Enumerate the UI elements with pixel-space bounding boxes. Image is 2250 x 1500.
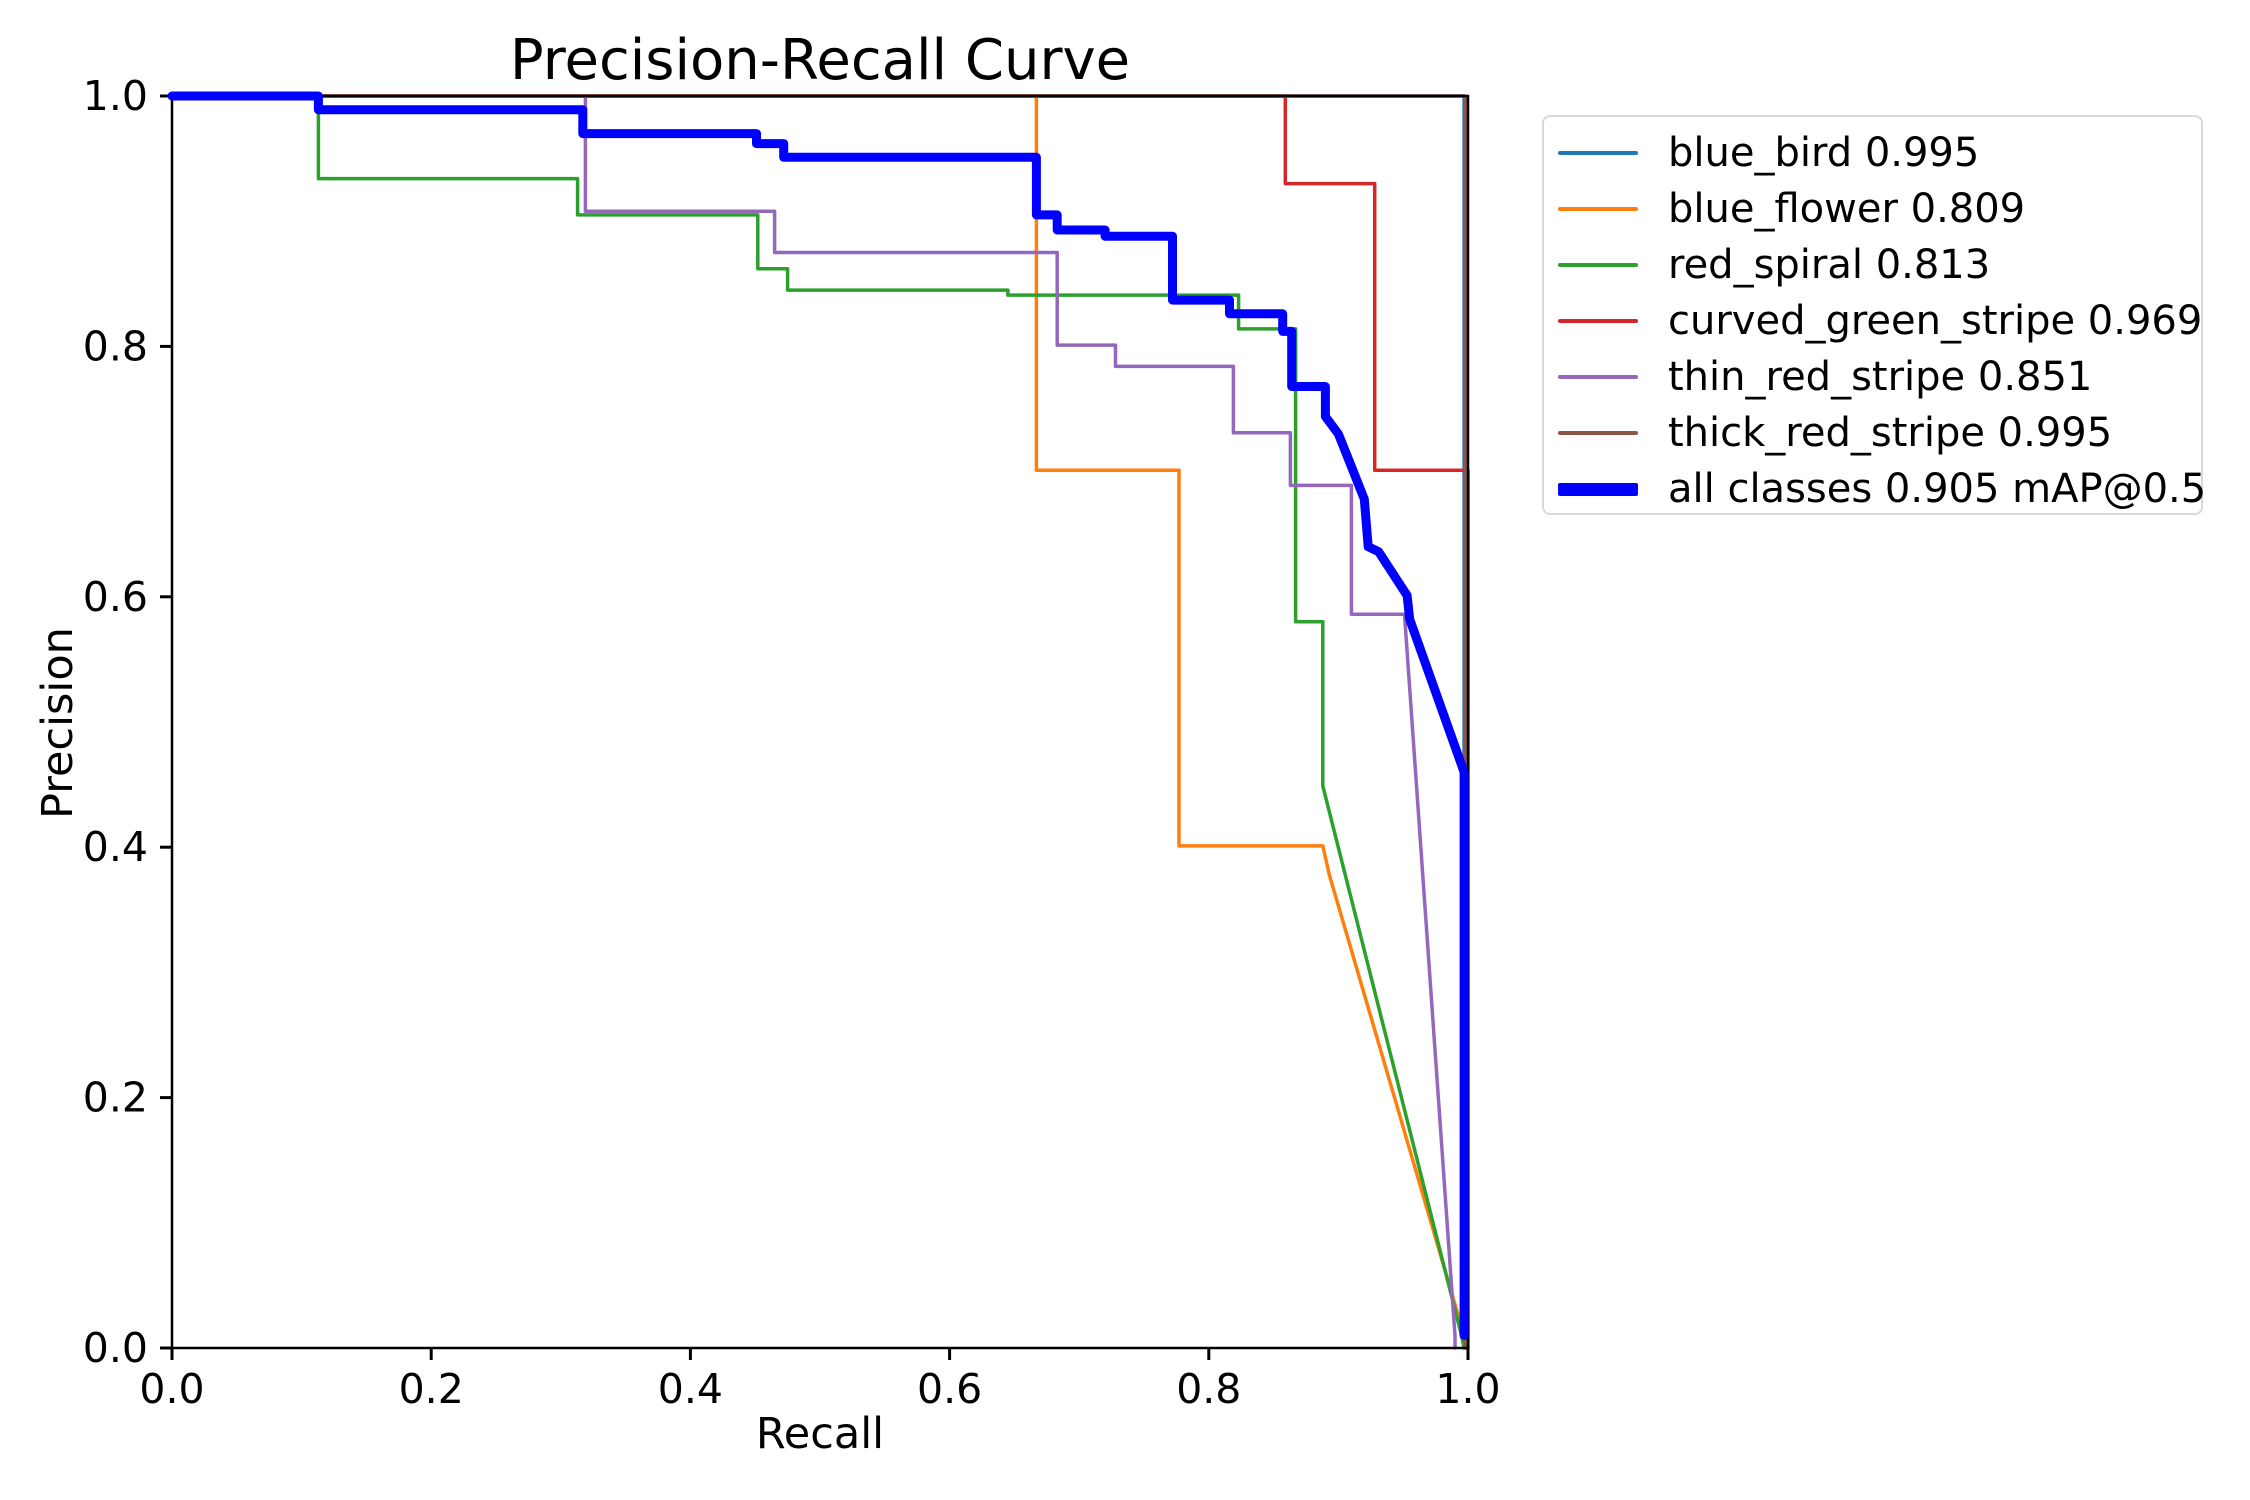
series-line-curved_green_stripe: [170, 94, 1470, 1350]
chart-title: Precision-Recall Curve: [509, 28, 1131, 93]
legend-line-sample-all_classes: [1558, 482, 1638, 496]
legend-entry-blue_flower: blue_flower 0.809: [1544, 181, 2201, 237]
legend-label-blue_bird: blue_bird 0.995: [1668, 130, 1980, 176]
legend-label-curved_green_stripe: curved_green_stripe 0.969: [1668, 298, 2203, 344]
legend-line-sample-thick_red_stripe: [1558, 430, 1638, 436]
y-axis-label-text: Precision: [33, 627, 83, 819]
series-line-blue_bird: [170, 94, 1466, 1350]
legend-entry-thick_red_stripe: thick_red_stripe 0.995: [1544, 405, 2201, 461]
axes-spines: [170, 94, 1470, 1350]
legend-line-sample-thin_red_stripe: [1558, 374, 1638, 380]
y-tick-label: 0.2: [83, 1074, 148, 1122]
legend-box: blue_bird 0.995 blue_flower 0.809 red_spir…: [1542, 115, 2206, 517]
y-tick-label: 0.8: [83, 322, 148, 370]
series-line-thin_red_stripe: [170, 94, 1457, 1350]
x-tick-label: 0.8: [1176, 1365, 1241, 1413]
series-line-thick_red_stripe: [170, 94, 1468, 1350]
legend-label-thin_red_stripe: thin_red_stripe 0.851: [1668, 354, 2093, 400]
legend-line-sample-blue_flower: [1558, 206, 1638, 212]
x-tick-label: 0.6: [917, 1365, 982, 1413]
y-tick-label: 0.6: [83, 573, 148, 621]
x-axis-label: Recall: [755, 1409, 885, 1459]
series-line-blue_flower: [170, 94, 1469, 1350]
legend-line-sample-red_spiral: [1558, 262, 1638, 268]
legend-label-thick_red_stripe: thick_red_stripe 0.995: [1668, 410, 2113, 456]
series-line-red_spiral: [170, 94, 1466, 1350]
x-tick-label: 0.4: [658, 1365, 723, 1413]
y-tick-label: 0.0: [83, 1324, 148, 1372]
legend-label-blue_flower: blue_flower 0.809: [1668, 186, 2026, 232]
x-tick-label: 1.0: [1435, 1365, 1500, 1413]
legend-entry-thin_red_stripe: thin_red_stripe 0.851: [1544, 349, 2201, 405]
legend-line-sample-blue_bird: [1558, 150, 1638, 156]
y-tick-label: 0.4: [83, 823, 148, 871]
legend-entry-red_spiral: red_spiral 0.813: [1544, 237, 2201, 293]
legend-line-sample-curved_green_stripe: [1558, 318, 1638, 324]
legend-entry-curved_green_stripe: curved_green_stripe 0.969: [1544, 293, 2203, 349]
legend-label-red_spiral: red_spiral 0.813: [1668, 242, 1991, 288]
legend-label-all_classes: all classes 0.905 mAP@0.5: [1668, 466, 2207, 512]
x-tick-label: 0.0: [139, 1365, 204, 1413]
y-tick-label: 1.0: [83, 72, 148, 120]
x-tick-label: 0.2: [399, 1365, 464, 1413]
legend-entry-blue_bird: blue_bird 0.995: [1544, 125, 2201, 181]
series-line-all_classes: [167, 91, 1469, 1340]
legend-entry-all_classes: all classes 0.905 mAP@0.5: [1544, 461, 2206, 517]
